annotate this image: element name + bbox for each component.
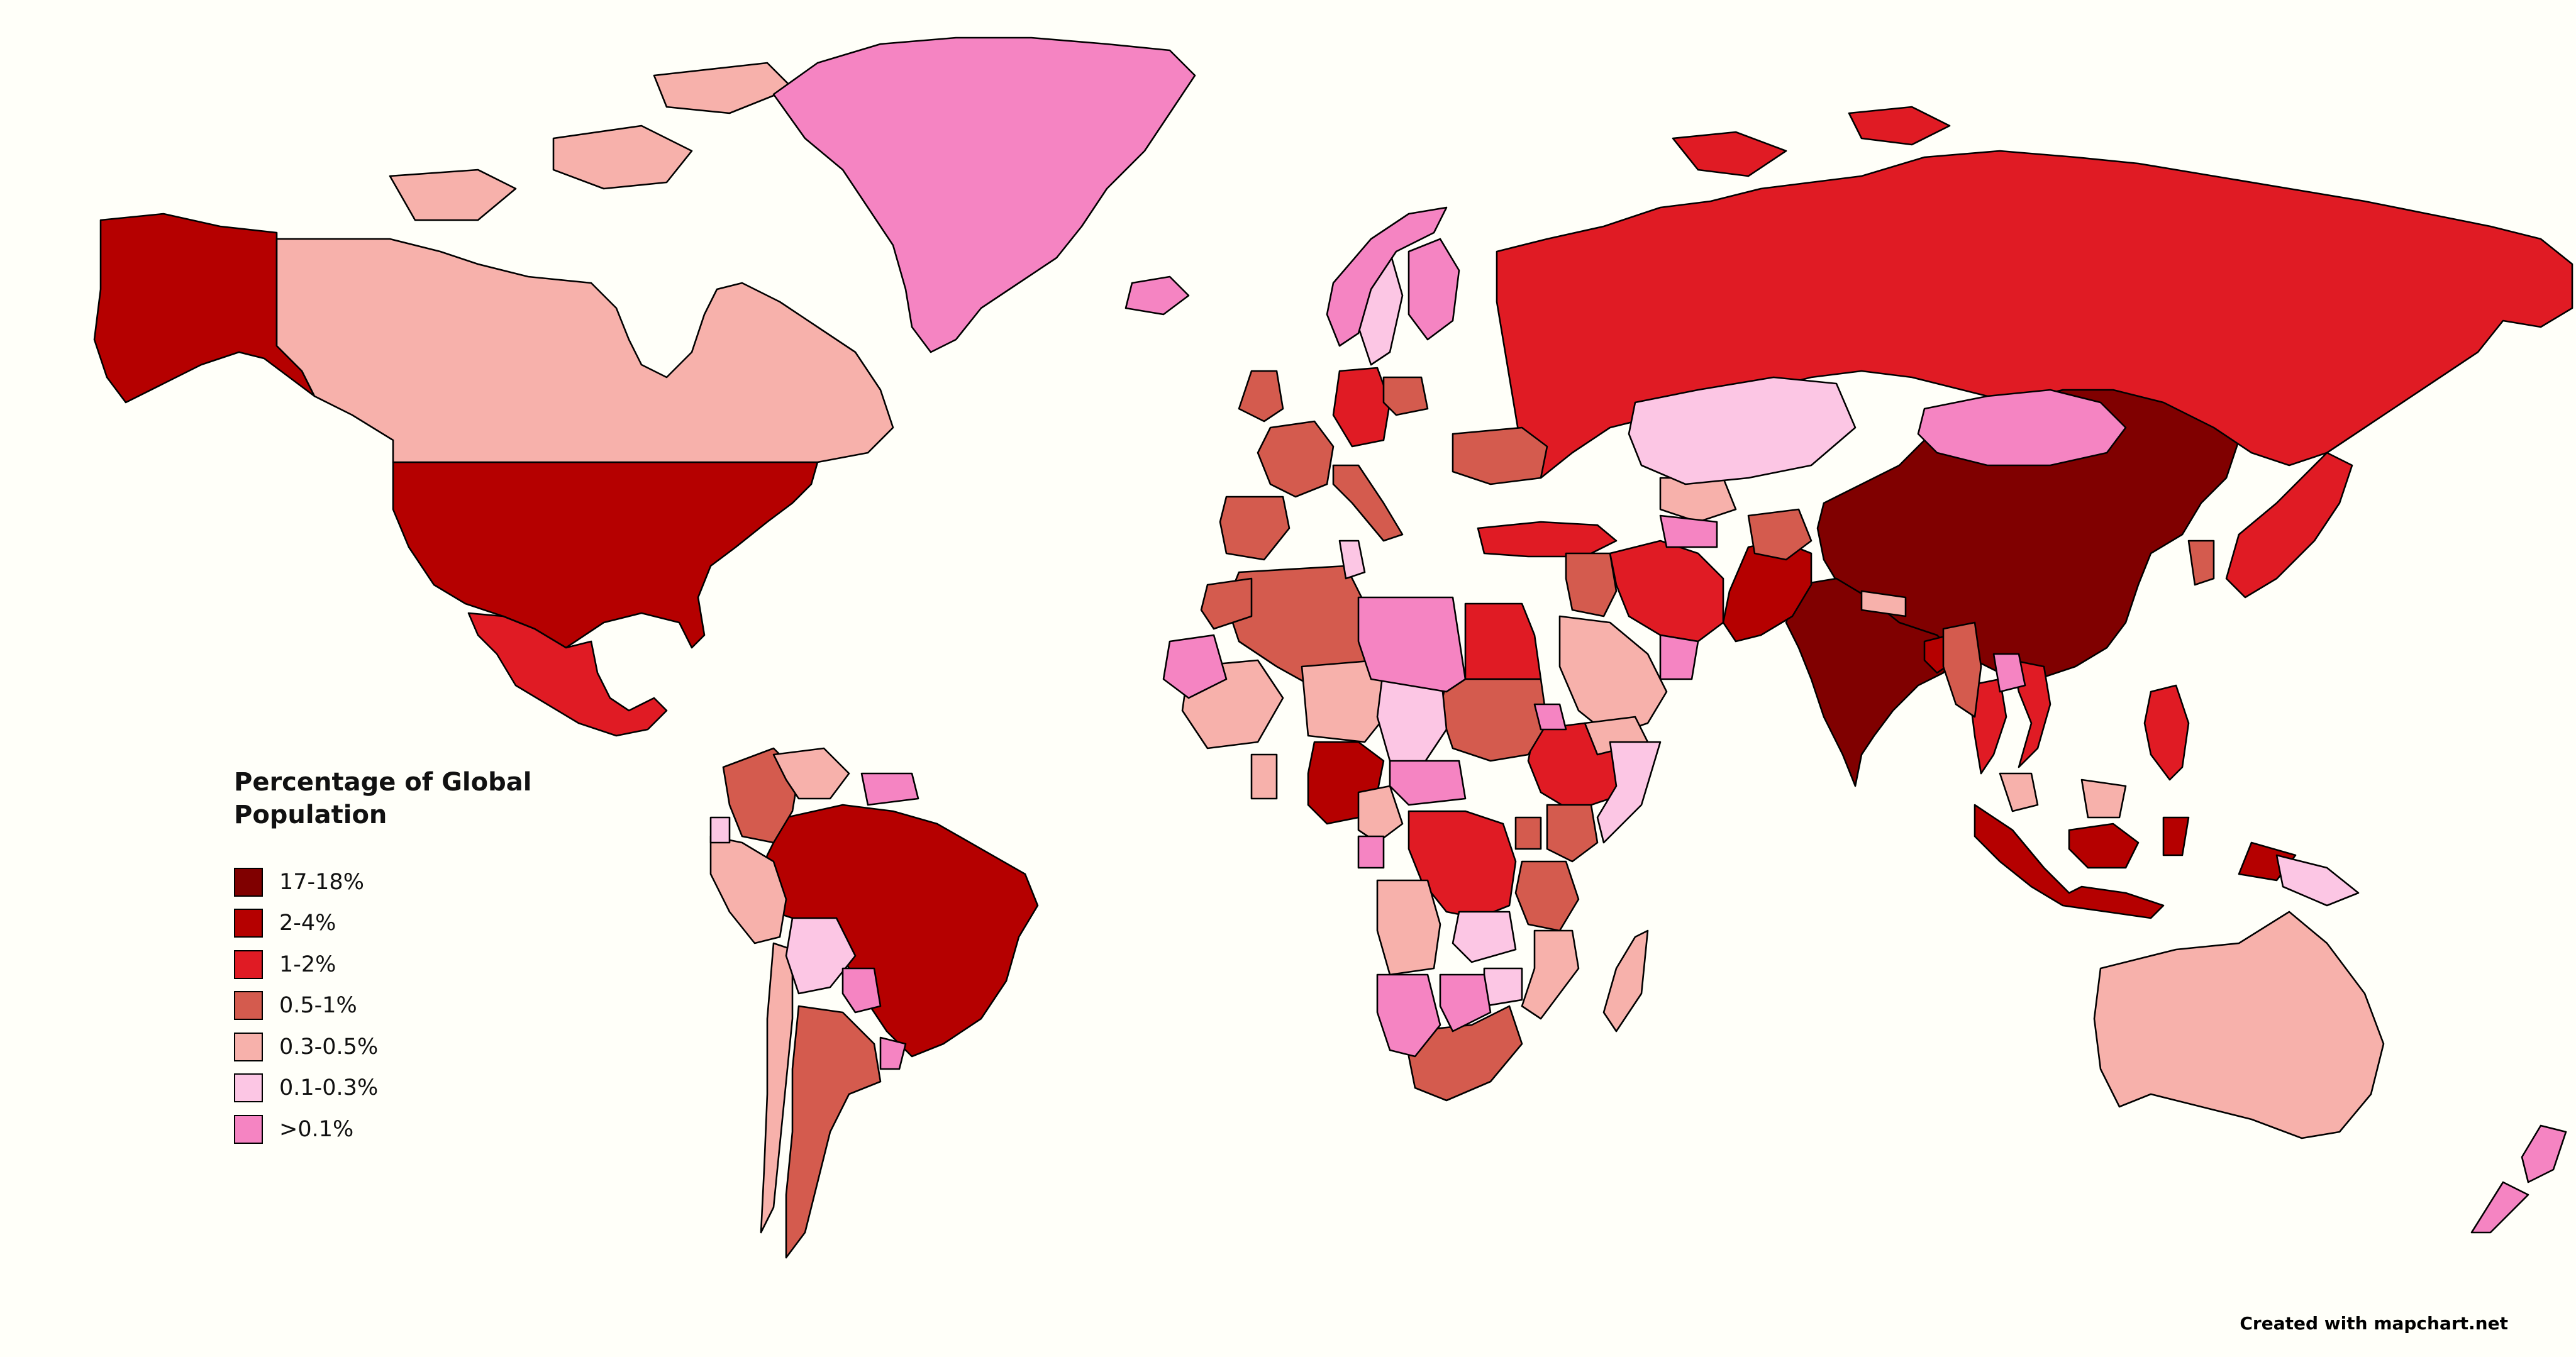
country-malaysia: Malaysia xyxy=(1999,772,2127,819)
country-laos: Laos xyxy=(1992,653,2026,693)
country-sudan: Sudan xyxy=(1439,678,1548,762)
country-uzbekistan: Uzbekistan xyxy=(1659,477,1737,523)
country-ecuador: Ecuador xyxy=(709,816,731,844)
country-mexico: Mexico xyxy=(467,612,668,737)
country-south-korea: South Korea xyxy=(2187,540,2215,586)
legend-label: 2-4% xyxy=(279,911,336,936)
legend-swatch xyxy=(234,867,263,897)
country-ghana: Ghana xyxy=(1250,753,1278,800)
legend-label: 0.1-0.3% xyxy=(279,1075,379,1101)
country-united-states: United States xyxy=(392,461,819,649)
country-new-zealand: New Zealand xyxy=(2470,1124,2567,1234)
country-somalia: Somalia xyxy=(1596,741,1662,844)
country-botswana: Botswana xyxy=(1439,973,1492,1033)
legend-label: 1-2% xyxy=(279,951,336,977)
legend-label: 0.3-0.5% xyxy=(279,1034,379,1060)
country-angola: Angola xyxy=(1376,879,1441,976)
country-bolivia: Bolivia xyxy=(785,917,857,995)
country-zambia: Zambia xyxy=(1452,911,1517,963)
country-guyana: Guyana xyxy=(860,772,919,806)
legend-label: 0.5-1% xyxy=(279,993,357,1019)
country-chile: Chile xyxy=(760,942,794,1234)
country-uruguay: Uruguay xyxy=(879,1036,907,1070)
country-australia: Australia xyxy=(2093,911,2385,1139)
country-alaska: Alaska xyxy=(93,213,316,404)
country-germany: Germany xyxy=(1332,367,1391,448)
legend-label: >0.1% xyxy=(279,1116,354,1142)
country-papua-new-guinea: Papua New Guinea xyxy=(2275,854,2360,907)
legend-title: Percentage of Global Population xyxy=(234,768,532,829)
country-eritrea: Eritrea xyxy=(1533,703,1567,731)
country-namibia: Namibia xyxy=(1376,973,1441,1058)
country-finland: Finland xyxy=(1407,238,1460,341)
country-tunisia: Tunisia xyxy=(1338,540,1366,580)
country-cameroon: Cameroon xyxy=(1357,785,1404,844)
legend-item: 0.3-0.5% xyxy=(234,1026,561,1068)
country-madagascar: Madagascar xyxy=(1602,929,1649,1033)
legend-swatch xyxy=(234,1032,263,1061)
country-indonesia: Indonesia xyxy=(1974,804,2297,919)
country-argentina: Argentina xyxy=(785,1005,882,1259)
country-uganda: Uganda xyxy=(1514,816,1542,850)
legend-item: 0.5-1% xyxy=(234,985,561,1027)
country-spain: Spain xyxy=(1219,496,1291,561)
country-india: India xyxy=(1785,577,1957,787)
country-mauritania: Mauritania xyxy=(1162,634,1228,699)
legend-swatch xyxy=(234,909,263,938)
country-iceland: Iceland xyxy=(1124,275,1190,316)
legend-swatch xyxy=(234,1114,263,1144)
country-colombia: Colombia xyxy=(722,747,800,844)
legend-item: 17-18% xyxy=(234,861,561,903)
mapchart-credit: Created with mapchart.net xyxy=(2240,1313,2508,1334)
country-libya: Libya xyxy=(1357,596,1467,693)
country-japan: Japan xyxy=(2225,451,2353,599)
legend-item: 0.1-0.3% xyxy=(234,1068,561,1109)
legend-swatch xyxy=(234,991,263,1021)
country-turkey: Turkey xyxy=(1477,521,1618,558)
legend-item: 2-4% xyxy=(234,903,561,944)
country-nepal: Nepal xyxy=(1860,590,1907,618)
country-saudi-arabia: Saudi Arabia xyxy=(1558,615,1668,737)
country-mozambique: Mozambique xyxy=(1521,929,1580,1020)
country-paraguay: Paraguay xyxy=(841,967,882,1014)
country-zimbabwe: Zimbabwe xyxy=(1483,967,1523,1007)
country-venezuela: Venezuela xyxy=(772,747,850,800)
country-tanzania: Tanzania xyxy=(1514,860,1580,932)
country-norway: Norway xyxy=(1326,206,1448,347)
country-united-kingdom: United Kingdom xyxy=(1238,370,1284,423)
country-iran: Iran xyxy=(1609,540,1724,643)
country-poland: Poland xyxy=(1382,376,1429,416)
legend-label: 17-18% xyxy=(279,869,364,895)
country-ukraine: Ukraine xyxy=(1452,426,1548,485)
country-greenland: Greenland xyxy=(772,36,1196,353)
legend-swatch xyxy=(234,950,263,979)
country-myanmar: Myanmar xyxy=(1942,621,1982,718)
country-oman: Oman xyxy=(1659,634,1699,680)
country-egypt: Egypt xyxy=(1464,602,1542,680)
country-italy: Italy xyxy=(1332,464,1404,542)
country-canada: Canada xyxy=(275,62,894,463)
country-philippines: Philippines xyxy=(2143,684,2190,781)
country-kazakhstan: Kazakhstan xyxy=(1628,376,1857,485)
legend-item: 1-2% xyxy=(234,944,561,985)
country-afghanistan: Afghanistan xyxy=(1747,508,1813,561)
country-gabon: Gabon xyxy=(1357,835,1385,869)
country-central-african-republic: Central African Republic xyxy=(1389,760,1467,806)
legend-items: 17-18% 2-4% 1-2% 0.5-1% 0.3-0.5% 0.1-0.3… xyxy=(234,861,561,1150)
legend-item: >0.1% xyxy=(234,1109,561,1150)
legend: Percentage of Global Population 17-18% 2… xyxy=(234,766,561,1150)
country-mongolia: Mongolia xyxy=(1917,389,2127,467)
country-morocco: Morocco xyxy=(1200,577,1253,630)
country-france: France xyxy=(1257,420,1335,498)
country-turkmenistan: Turkmenistan xyxy=(1659,514,1718,548)
legend-swatch xyxy=(234,1073,263,1103)
country-kenya: Kenya xyxy=(1546,804,1599,863)
country-peru: Peru xyxy=(709,835,787,944)
country-iraq: Iraq xyxy=(1565,552,1618,618)
